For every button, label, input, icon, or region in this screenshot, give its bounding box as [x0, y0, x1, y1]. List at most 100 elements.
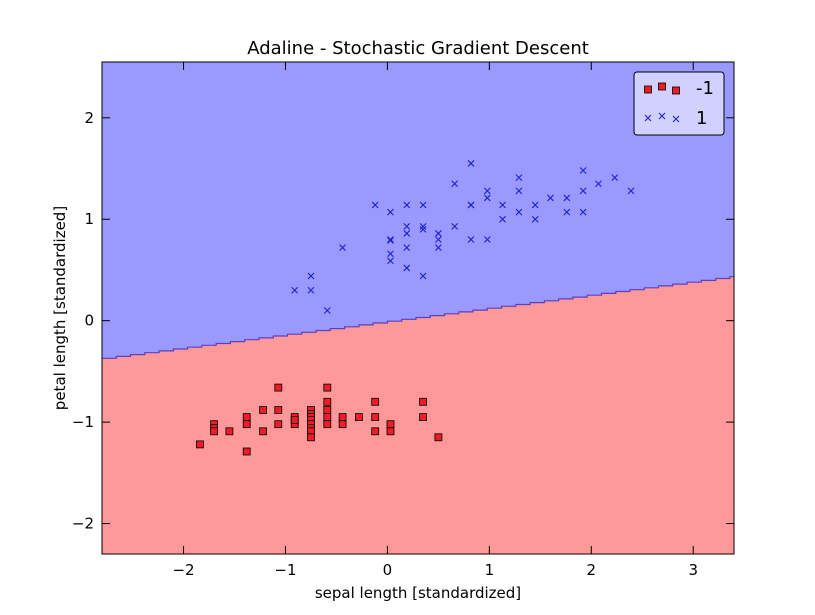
point-class-pos: [419, 272, 427, 280]
point-class-pos: [307, 286, 315, 294]
point-class-pos: [387, 257, 394, 265]
x-tick-label: 2: [587, 561, 597, 579]
point-class-pos: [579, 167, 587, 174]
point-class-neg: [242, 447, 251, 456]
point-class-neg: [323, 383, 332, 392]
legend-label-neg: -1: [696, 78, 714, 99]
point-class-neg: [210, 427, 219, 436]
legend-box: [633, 71, 725, 136]
point-class-pos: [403, 201, 411, 209]
point-class-pos: [611, 174, 619, 182]
point-class-pos: [371, 201, 379, 209]
point-class-pos: [387, 237, 394, 244]
point-class-neg: [307, 433, 315, 442]
y-tick-label: −1: [72, 413, 94, 431]
point-class-pos: [515, 208, 523, 216]
legend-marker-pos: [644, 112, 680, 123]
x-tick-label: −1: [274, 561, 296, 579]
point-class-pos: [547, 194, 554, 202]
point-class-pos: [451, 222, 459, 230]
point-class-neg: [242, 413, 251, 422]
point-class-neg: [371, 413, 380, 422]
point-class-pos: [291, 286, 299, 294]
point-class-pos: [531, 215, 539, 223]
point-class-pos: [563, 194, 571, 202]
point-class-neg: [354, 413, 363, 422]
point-class-neg: [323, 420, 332, 429]
point-class-pos: [434, 230, 442, 237]
point-class-neg: [259, 406, 268, 414]
x-tick-label: 0: [383, 561, 393, 579]
point-class-neg: [386, 420, 395, 429]
point-class-pos: [499, 215, 506, 223]
point-class-pos: [403, 264, 411, 272]
point-class-pos: [595, 180, 602, 188]
point-class-pos: [483, 187, 491, 195]
point-class-pos: [434, 244, 442, 252]
point-class-pos: [515, 187, 523, 195]
point-class-pos: [531, 201, 539, 209]
chart-title: Adaline - Stochastic Gradient Descent: [247, 38, 589, 59]
x-tick-label: 1: [485, 561, 495, 579]
y-tick-label: 0: [84, 312, 94, 330]
plot-frame: [101, 61, 735, 555]
point-class-neg: [419, 413, 428, 422]
legend-marker-neg: [644, 82, 680, 95]
point-class-pos: [387, 236, 394, 243]
data-markers: [195, 160, 635, 456]
point-class-neg: [338, 413, 347, 422]
point-class-pos: [563, 208, 571, 216]
legend-label-pos: 1: [696, 108, 707, 129]
point-class-neg: [371, 427, 380, 436]
point-class-neg: [274, 420, 283, 429]
point-class-pos: [451, 180, 459, 188]
point-class-pos: [419, 201, 427, 209]
point-class-pos: [419, 225, 427, 233]
x-tick-label: 3: [688, 561, 698, 579]
point-class-neg: [274, 406, 283, 414]
point-class-pos: [627, 187, 635, 195]
point-class-neg: [274, 383, 283, 392]
point-class-pos: [434, 236, 442, 243]
point-class-pos: [467, 236, 475, 243]
axis-ticks: −2 −1 0 1 2 3 −2 −1 0 1 2: [72, 62, 734, 579]
point-class-pos: [483, 194, 491, 202]
decision-regions: [102, 62, 734, 554]
legend: -1 1: [633, 71, 725, 136]
point-class-neg: [259, 427, 268, 436]
point-class-neg: [386, 427, 395, 436]
point-class-pos: [387, 208, 394, 216]
point-class-pos: [403, 222, 411, 230]
y-tick-label: 1: [84, 210, 94, 228]
y-tick-label: 2: [84, 109, 94, 127]
point-class-pos: [307, 272, 315, 280]
point-class-pos: [419, 222, 427, 230]
point-class-pos: [323, 307, 331, 314]
point-class-neg: [419, 397, 428, 406]
point-class-pos: [467, 201, 475, 209]
point-class-neg: [195, 440, 204, 449]
point-class-pos: [515, 174, 523, 182]
y-tick-label: −2: [72, 515, 94, 533]
point-class-neg: [323, 397, 332, 406]
point-class-neg: [290, 416, 299, 425]
point-class-neg: [225, 427, 234, 436]
point-class-pos: [579, 208, 587, 216]
point-class-pos: [339, 244, 346, 252]
point-class-neg: [323, 413, 332, 422]
point-class-pos: [403, 244, 411, 252]
point-class-neg: [242, 420, 251, 429]
x-axis-label: sepal length [standardized]: [315, 584, 521, 602]
point-class-pos: [499, 201, 506, 209]
point-class-pos: [403, 230, 411, 237]
point-class-pos: [467, 160, 475, 167]
point-class-pos: [483, 236, 491, 243]
point-class-pos: [579, 187, 587, 195]
region-class-neg: [102, 276, 734, 554]
point-class-neg: [434, 433, 443, 442]
x-tick-label: −2: [172, 561, 194, 579]
point-class-neg: [338, 420, 347, 429]
decision-boundary-line: [102, 276, 734, 359]
point-class-pos: [387, 250, 394, 258]
